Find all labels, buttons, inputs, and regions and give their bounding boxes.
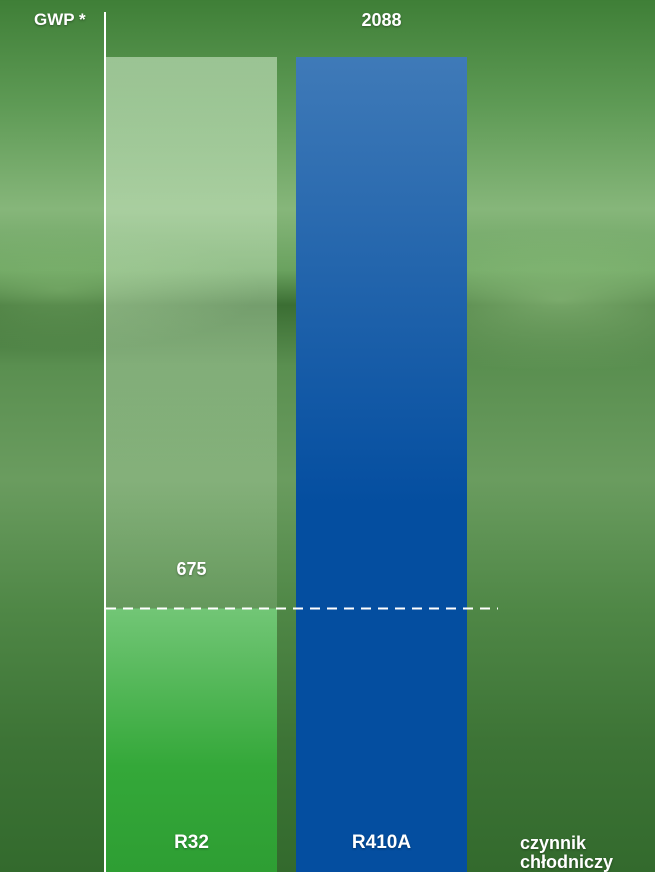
bar-r32-reference-ghost: [106, 57, 277, 609]
x-axis-label: czynnik chłodniczy: [520, 834, 614, 872]
y-axis-label: GWP *: [34, 10, 86, 29]
category-label-r32: R32: [174, 832, 209, 853]
bar-r410a: [296, 57, 467, 872]
data-label-r410a: 2088: [361, 10, 402, 30]
category-label-r410a: R410A: [351, 832, 412, 853]
data-label-r32: 675: [176, 558, 207, 579]
bar-r32: [106, 608, 277, 872]
